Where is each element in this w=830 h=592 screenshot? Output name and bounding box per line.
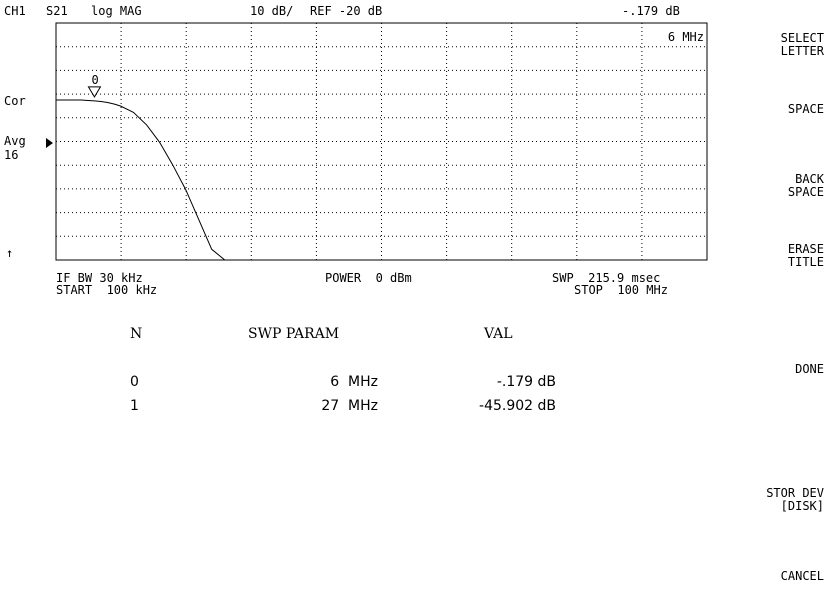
table-header-sweep-param: SWP PARAM [248,326,340,342]
table-cell-param: 6 MHz [330,374,378,390]
softkey-line: ERASE [787,242,824,256]
measurement-trace [56,99,707,261]
table-cell-value: -45.902 dB [479,398,556,414]
averaging-count: 16 [4,148,19,162]
select-letter-softkey[interactable]: SELECT LETTER [724,32,824,58]
marker-value-readout: -.179 dB [622,4,680,18]
marker-0-label: 0 [91,73,98,87]
table-cell-n: 0 [130,374,139,390]
softkey-line: BACK [795,172,824,186]
done-softkey[interactable]: DONE [724,363,824,376]
table-header-n: N [130,326,143,342]
sweep-time-label: SWP 215.9 msec [552,271,661,285]
softkey-line: LETTER [780,44,824,58]
scale-arrow-icon: ↑ [6,246,14,260]
marker-0-icon [87,86,102,98]
s-parameter-label: S21 [46,4,68,18]
store-device-softkey[interactable]: STOR DEV [DISK] [724,487,824,513]
table-header-value: VAL [484,326,513,342]
softkey-line: CANCEL [780,569,824,583]
softkey-line: STOR DEV [766,486,824,500]
softkey-line: SPACE [787,102,824,116]
table-cell-param: 27 MHz [321,398,378,414]
reference-position-arrow-icon [46,138,53,148]
stop-frequency-label: STOP 100 MHz [574,283,668,297]
if-bandwidth-label: IF BW 30 kHz [56,271,143,285]
channel-label: CH1 [4,4,26,18]
erase-title-softkey[interactable]: ERASE TITLE [724,243,824,269]
back-space-softkey[interactable]: BACK SPACE [724,173,824,199]
reference-label: REF -20 dB [310,4,383,18]
table-cell-n: 1 [130,398,139,414]
format-label: log MAG [91,4,142,18]
correction-indicator: Cor [4,94,26,108]
power-label: POWER 0 dBm [325,271,412,285]
space-softkey[interactable]: SPACE [724,103,824,116]
softkey-line: [DISK] [780,499,824,513]
softkey-line: SPACE [787,185,824,199]
averaging-indicator: Avg [4,134,26,148]
table-cell-value: -.179 dB [496,374,556,390]
start-frequency-label: START 100 kHz [56,283,158,297]
softkey-line: SELECT [780,31,824,45]
graticule-frame [55,22,708,261]
cancel-softkey[interactable]: CANCEL [724,570,824,583]
softkey-line: DONE [795,362,824,376]
marker-frequency-readout: 6 MHz [668,30,704,44]
trace-plot: 016 MHz [55,22,708,261]
softkey-line: TITLE [787,255,824,269]
scale-label: 10 dB/ [250,4,294,18]
